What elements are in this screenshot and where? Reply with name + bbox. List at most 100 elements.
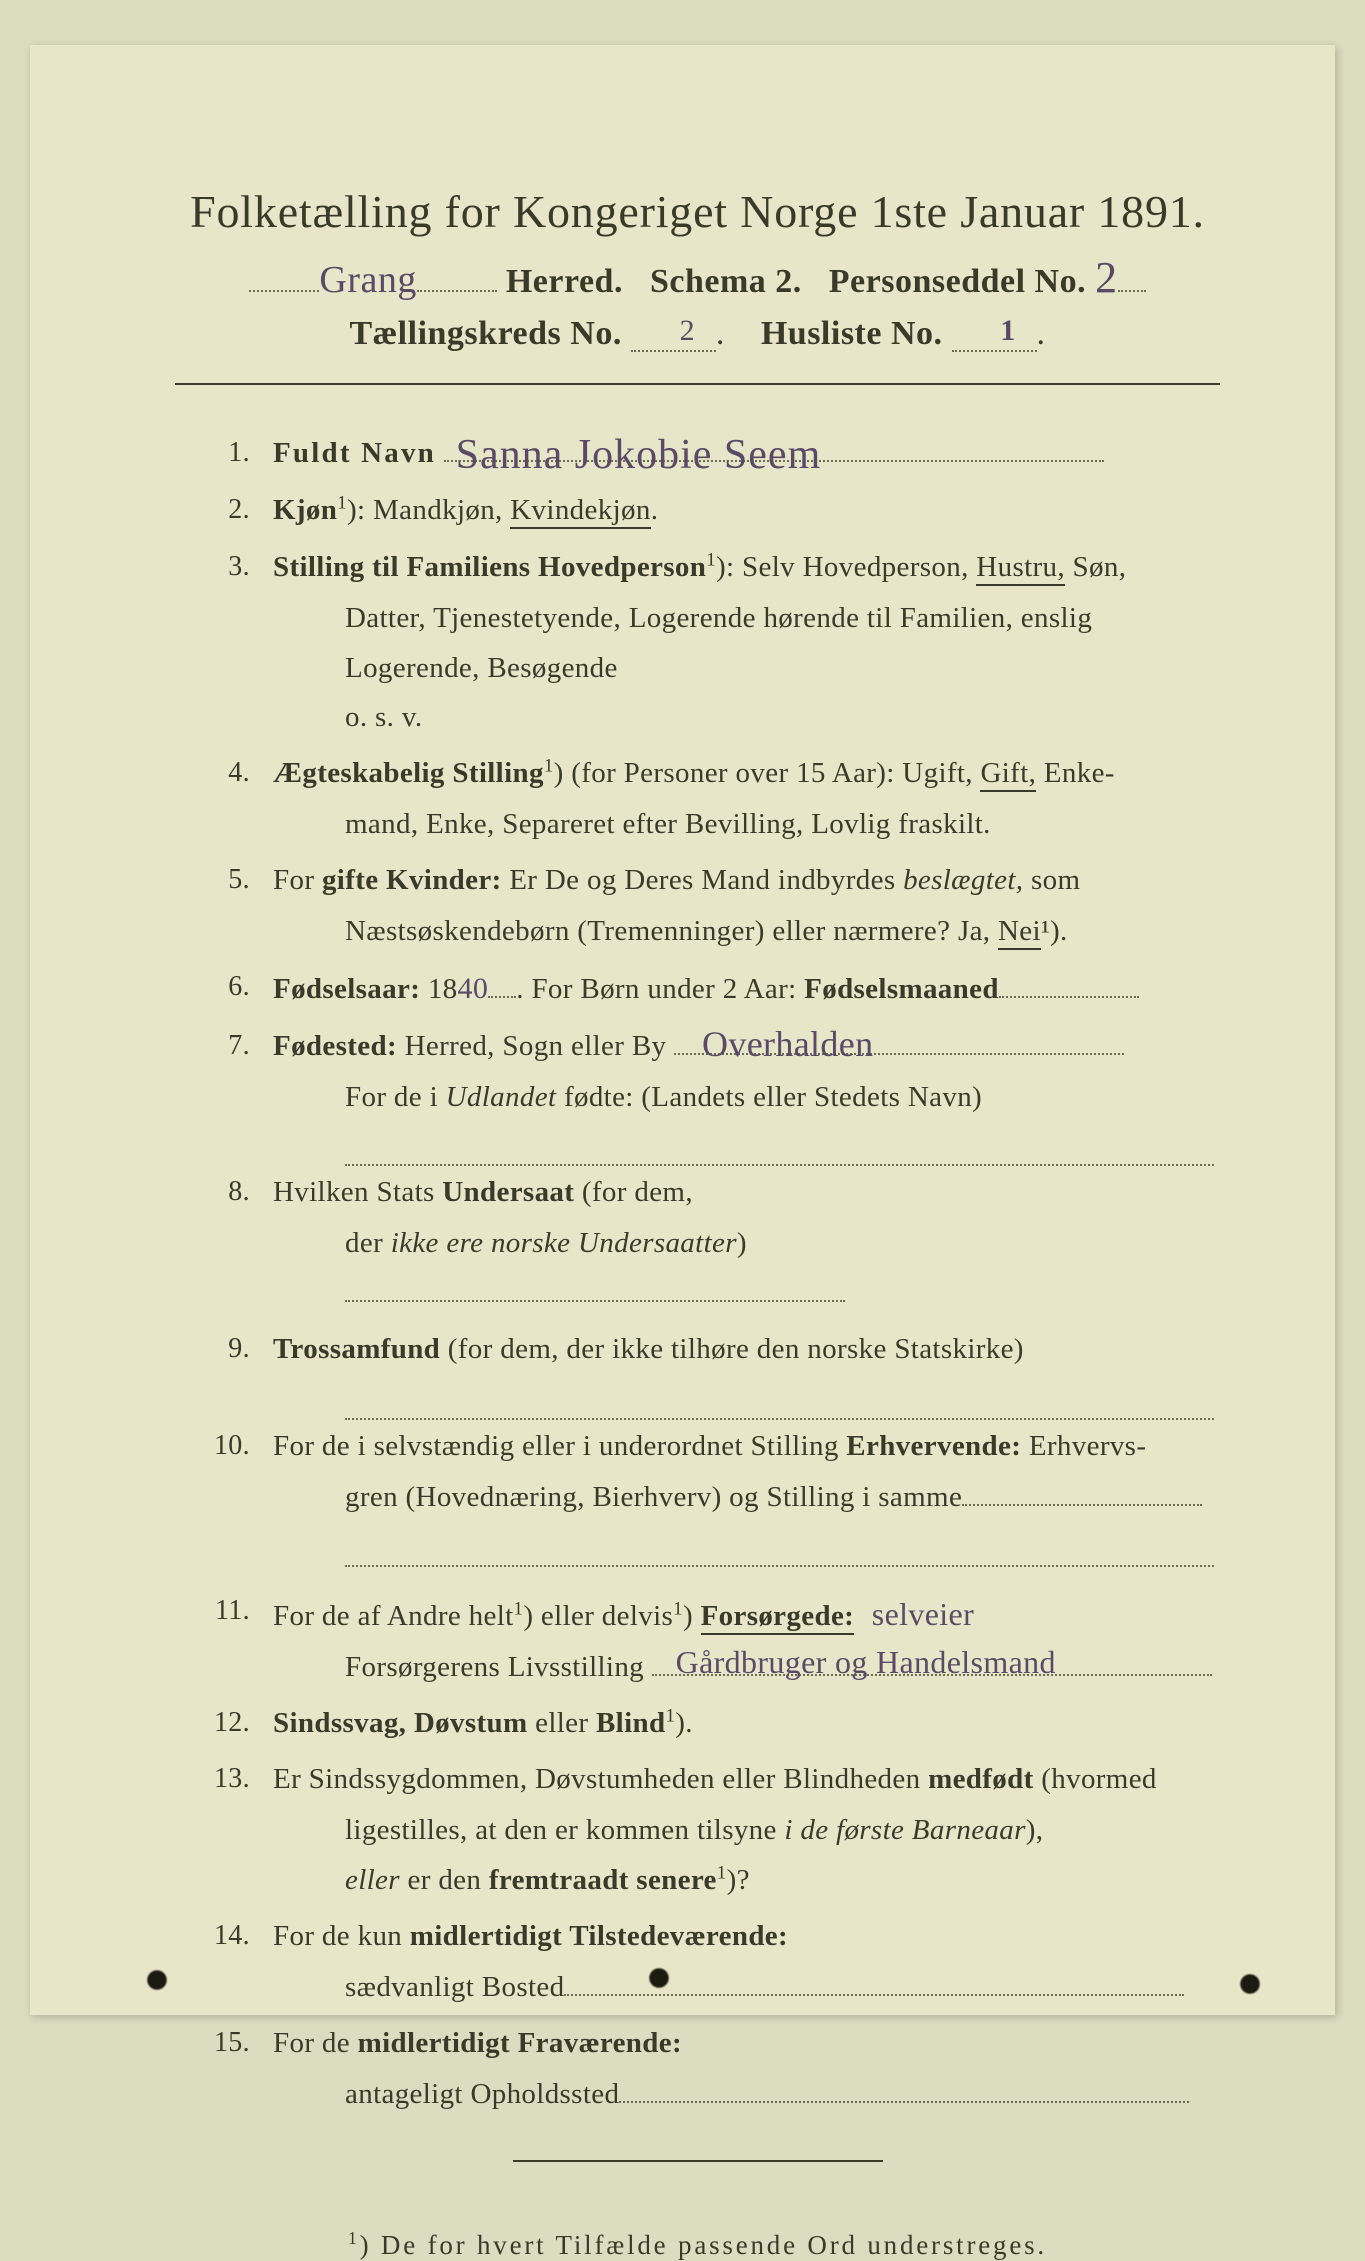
item-number: 9. xyxy=(175,1325,250,1373)
husliste-no: 1 xyxy=(1000,314,1016,348)
item-label: medfødt xyxy=(928,1763,1034,1795)
item-1: 1. Fuldt Navn Sanna Jokobie Seem xyxy=(175,429,1220,479)
text: ): Mandkjøn, xyxy=(347,494,510,526)
husliste-label: Husliste No. xyxy=(761,315,943,352)
sup: 1 xyxy=(673,1598,683,1619)
header-line-3: Tællingskreds No. 2. Husliste No. 1. xyxy=(175,315,1220,353)
label: fremtraadt senere xyxy=(489,1864,717,1896)
spacer xyxy=(175,1569,1220,1587)
fullname-handwritten: Sanna Jokobie Seem xyxy=(456,419,822,491)
item-number: 5. xyxy=(175,856,250,904)
text: . For Børn under 2 Aar: xyxy=(516,973,804,1005)
fill-line xyxy=(999,969,1139,998)
sup: 1 xyxy=(348,2228,360,2248)
item-4: 4. Ægteskabelig Stilling1) (for Personer… xyxy=(175,749,1220,799)
dotted-row xyxy=(345,1128,1214,1166)
text: fødte: (Landets eller Stedets Navn) xyxy=(556,1081,982,1113)
livsstilling-handwritten: Gårdbruger og Handelsmand xyxy=(676,1635,1056,1690)
item-2: 2. Kjøn1): Mandkjøn, Kvindekjøn. xyxy=(175,486,1220,536)
dotfill xyxy=(417,255,497,292)
text: ). xyxy=(675,1707,693,1739)
item-number: 10. xyxy=(175,1422,250,1470)
text: antageligt Opholdssted xyxy=(345,2078,619,2110)
text: For xyxy=(273,864,322,896)
underlined: Kvindekjøn xyxy=(510,494,650,529)
birthyear-handwritten: 40 xyxy=(458,963,489,1015)
label: Blind xyxy=(596,1707,665,1739)
text: For de kun xyxy=(273,1920,410,1952)
item-label: midlertidigt Fraværende: xyxy=(358,2027,682,2059)
personseddel-label: Personseddel No. xyxy=(829,263,1086,300)
item-number: 11. xyxy=(175,1587,250,1635)
italic: ikke ere norske Undersaatter xyxy=(391,1227,737,1259)
text: 18 xyxy=(420,973,457,1005)
item-11-cont: Forsørgerens Livsstilling Gårdbruger og … xyxy=(175,1643,1220,1693)
text: ) xyxy=(683,1600,701,1632)
fill-line xyxy=(619,2074,1189,2103)
item-label: Erhvervende: xyxy=(846,1430,1021,1462)
footnote-text: ) De for hvert Tilfælde passende Ord und… xyxy=(360,2230,1047,2260)
item-label: Ægteskabelig Stilling xyxy=(273,757,544,789)
item-3: 3. Stilling til Familiens Hovedperson1):… xyxy=(175,543,1220,593)
italic: eller xyxy=(345,1864,400,1896)
item-13-cont: ligestilles, at den er kommen tilsyne i … xyxy=(175,1806,1220,1856)
text: Er De og Deres Mand indbyrdes xyxy=(502,864,903,896)
item-4-cont: mand, Enke, Separeret efter Bevilling, L… xyxy=(175,800,1220,850)
item-number: 8. xyxy=(175,1168,250,1216)
period: . xyxy=(1037,315,1046,352)
item-10: 10. For de i selvstændig eller i underor… xyxy=(175,1422,1220,1472)
item-label: Trossamfund xyxy=(273,1333,440,1365)
dotfill xyxy=(1118,255,1146,292)
sup: 1 xyxy=(544,756,554,777)
text: Enke- xyxy=(1036,757,1115,789)
text: ), xyxy=(1026,1814,1044,1846)
footnote: 1) De for hvert Tilfælde passende Ord un… xyxy=(175,2228,1220,2261)
text: Søn, xyxy=(1065,551,1126,583)
fill-line: Overhalden xyxy=(674,1026,1124,1055)
punch-hole-icon xyxy=(648,1967,670,1989)
sup: 1 xyxy=(337,492,347,513)
text: Erhvervs- xyxy=(1021,1430,1146,1462)
item-number: 1. xyxy=(175,429,250,477)
text: ¹). xyxy=(1041,915,1068,947)
sup: 1 xyxy=(514,1598,524,1619)
text: ): Selv Hovedperson, xyxy=(716,551,976,583)
divider xyxy=(175,383,1220,385)
text: (for dem, der ikke tilhøre den norske St… xyxy=(440,1333,1024,1365)
census-page: Folketælling for Kongeriget Norge 1ste J… xyxy=(30,45,1335,2015)
fill-line: Gårdbruger og Handelsmand xyxy=(652,1647,1212,1676)
text: ) (for Personer over 15 Aar): Ugift, xyxy=(554,757,981,789)
page-title: Folketælling for Kongeriget Norge 1ste J… xyxy=(175,185,1220,238)
italic: beslægtet, xyxy=(903,864,1023,896)
text: For de i xyxy=(345,1081,446,1113)
item-label: gifte Kvinder: xyxy=(322,864,502,896)
schema-label: Schema 2. xyxy=(650,263,802,300)
taellingskreds-no: 2 xyxy=(680,314,696,348)
item-number: 15. xyxy=(175,2019,250,2067)
text: Næstsøskendebørn (Tremenninger) eller næ… xyxy=(345,915,998,947)
item-number: 12. xyxy=(175,1699,250,1747)
item-label: Undersaat xyxy=(442,1176,574,1208)
item-8: 8. Hvilken Stats Undersaat (for dem, xyxy=(175,1168,1220,1218)
text: For de af Andre helt xyxy=(273,1600,514,1632)
fill-line xyxy=(962,1477,1202,1506)
item-label: Fuldt Navn xyxy=(273,437,436,469)
item-label: Fødselsaar: xyxy=(273,973,420,1005)
item-9: 9. Trossamfund (for dem, der ikke tilhør… xyxy=(175,1325,1220,1375)
sup: 1 xyxy=(717,1863,727,1884)
text: )? xyxy=(727,1864,750,1896)
text: (for dem, xyxy=(574,1176,693,1208)
item-13: 13. Er Sindssygdommen, Døvstumheden elle… xyxy=(175,1755,1220,1805)
item-15: 15. For de midlertidigt Fraværende: xyxy=(175,2019,1220,2069)
item-number: 14. xyxy=(175,1912,250,1960)
text: der xyxy=(345,1227,391,1259)
fill-line: Sanna Jokobie Seem xyxy=(444,433,1104,462)
items-list: 1. Fuldt Navn Sanna Jokobie Seem 2. Kjøn… xyxy=(175,429,1220,2120)
punch-hole-icon xyxy=(1239,1973,1261,1995)
item-number: 3. xyxy=(175,543,250,591)
text: som xyxy=(1023,864,1080,896)
item-3-cont: Datter, Tjenestetyende, Logerende hørend… xyxy=(175,594,1220,644)
item-13-cont: eller er den fremtraadt senere1)? xyxy=(175,1856,1220,1906)
footnote-divider xyxy=(513,2160,883,2162)
item-3-cont: o. s. v. xyxy=(175,693,1220,743)
